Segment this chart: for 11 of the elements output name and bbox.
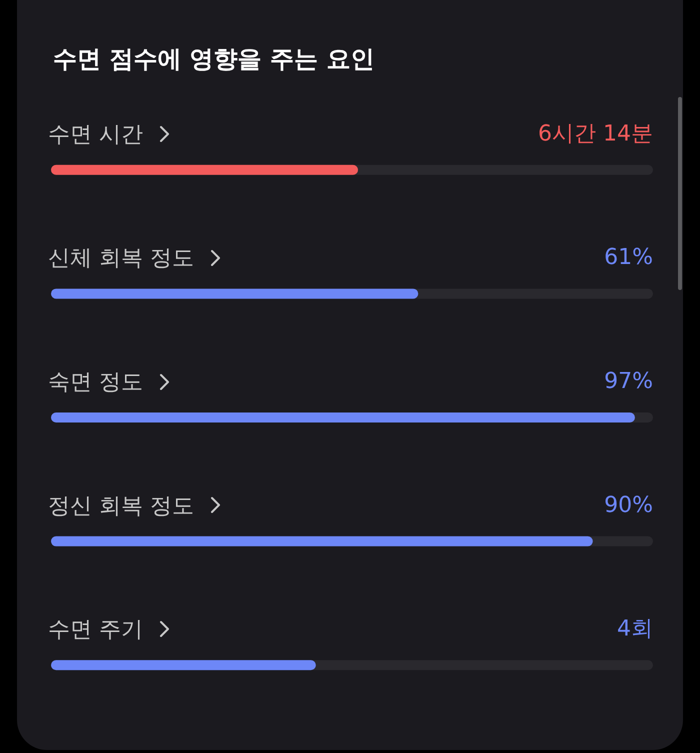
y-tick-label: 정신 회복 정도 [48, 494, 194, 519]
data-label: 90% [604, 492, 653, 518]
y-tick-label: 신체 회복 정도 [48, 246, 194, 272]
y-tick-label: 숙면 정도 [48, 370, 143, 395]
annotation: 4회 [617, 616, 653, 642]
y-tick-label: 수면 시간 [48, 122, 143, 148]
annotation: 6시간 14분 [538, 121, 653, 146]
y-tick-label: 수면 주기 [48, 618, 143, 643]
chart-title: 수면 점수에 영향을 주는 요인 [53, 45, 374, 73]
data-label: 61% [604, 245, 653, 270]
data-label: 97% [604, 369, 653, 394]
